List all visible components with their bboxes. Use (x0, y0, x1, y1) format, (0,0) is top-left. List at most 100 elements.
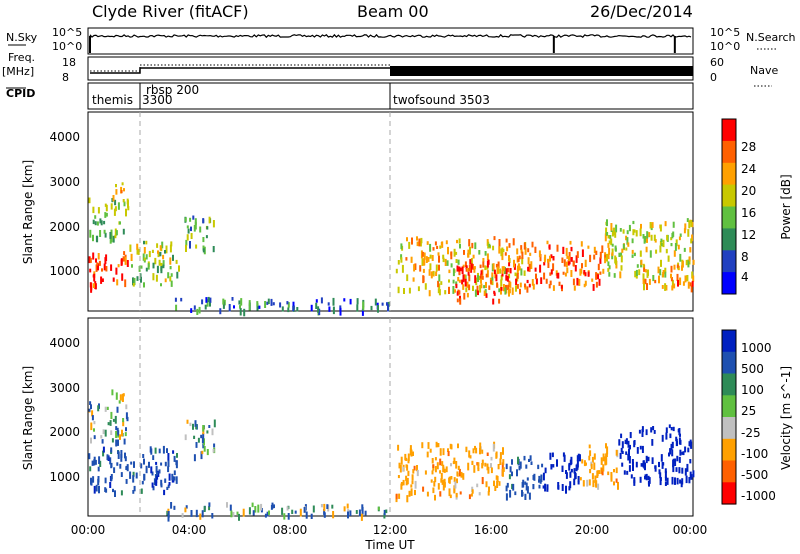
data-cell (115, 184, 117, 188)
data-cell (486, 463, 489, 471)
data-cell (670, 443, 673, 451)
data-cell (125, 466, 128, 470)
data-cell (514, 491, 517, 496)
data-cell (212, 220, 215, 228)
data-cell (145, 254, 148, 260)
colorbar-swatch (722, 184, 736, 207)
power-cbar-28: 28 (741, 140, 756, 154)
data-cell (461, 279, 464, 285)
data-cell (190, 226, 192, 232)
data-cell (151, 249, 154, 253)
data-cell (400, 456, 403, 465)
data-cell (551, 452, 554, 458)
data-cell (448, 488, 451, 497)
data-cell (118, 400, 121, 404)
data-cell (483, 290, 486, 296)
data-cell (645, 429, 648, 436)
data-cell (97, 405, 100, 412)
data-cell (581, 249, 584, 257)
data-cell (684, 468, 687, 476)
data-cell (125, 404, 128, 410)
data-cell (689, 459, 692, 464)
data-cell (101, 439, 104, 444)
data-cell (374, 298, 377, 306)
data-cell (281, 306, 284, 312)
data-cell (143, 458, 145, 465)
data-cell (102, 446, 105, 453)
data-cell (505, 238, 508, 243)
data-cell (659, 241, 662, 246)
data-cell (115, 267, 118, 275)
data-cell (115, 392, 118, 400)
data-cell (121, 394, 124, 402)
data-cell (492, 263, 495, 270)
data-cell (565, 247, 568, 256)
data-cell (436, 245, 439, 249)
data-cell (613, 227, 615, 236)
data-cell (658, 461, 660, 468)
data-cell (613, 469, 615, 473)
data-cell (156, 243, 159, 248)
data-cell (516, 273, 519, 279)
data-cell (501, 462, 504, 470)
data-cell (664, 468, 667, 473)
data-cell (406, 495, 409, 503)
data-cell (606, 446, 609, 455)
data-cell (208, 216, 211, 224)
data-cell (193, 435, 196, 439)
data-cell (682, 281, 685, 286)
data-cell (91, 410, 94, 417)
data-cell (670, 237, 673, 241)
data-cell (498, 239, 501, 247)
data-cell (93, 459, 96, 466)
data-cell (202, 432, 205, 441)
data-cell (528, 492, 531, 500)
data-cell (513, 259, 515, 268)
data-cell (511, 459, 513, 465)
data-cell (251, 502, 254, 508)
data-cell (435, 264, 438, 272)
data-cell (592, 284, 595, 291)
data-cell (240, 298, 243, 306)
data-cell (653, 430, 656, 434)
data-cell (425, 256, 428, 263)
data-cell (472, 448, 475, 454)
data-cell (506, 275, 509, 282)
data-cell (524, 247, 527, 255)
data-cell (114, 415, 117, 424)
data-cell (170, 280, 173, 287)
data-cell (414, 489, 416, 496)
data-cell (679, 277, 682, 286)
data-cell (422, 486, 425, 492)
data-cell (117, 434, 120, 438)
data-cell (482, 258, 485, 262)
data-cell (594, 475, 597, 483)
data-cell (184, 217, 187, 222)
data-cell (588, 444, 591, 449)
data-cell (508, 273, 511, 279)
data-cell (688, 477, 691, 484)
data-cell (674, 477, 676, 485)
cpid-seg-twofsound: twofsound 3503 (393, 93, 490, 107)
data-cell (266, 301, 269, 305)
data-cell (100, 220, 103, 226)
data-cell (672, 426, 675, 432)
data-cell (88, 453, 91, 460)
data-cell (239, 308, 242, 316)
nave-label: Nave (750, 64, 778, 77)
data-cell (194, 218, 197, 225)
data-cell (410, 488, 413, 496)
data-cell (130, 461, 133, 465)
data-cell (169, 244, 172, 253)
data-cell (665, 432, 668, 440)
data-cell (678, 467, 681, 474)
data-cell (568, 462, 571, 467)
data-cell (509, 268, 512, 274)
data-cell (493, 290, 496, 294)
data-cell (206, 226, 209, 230)
data-cell (124, 456, 127, 462)
data-cell (447, 451, 450, 457)
data-cell (625, 438, 628, 445)
data-cell (202, 443, 205, 449)
data-cell (519, 288, 521, 295)
